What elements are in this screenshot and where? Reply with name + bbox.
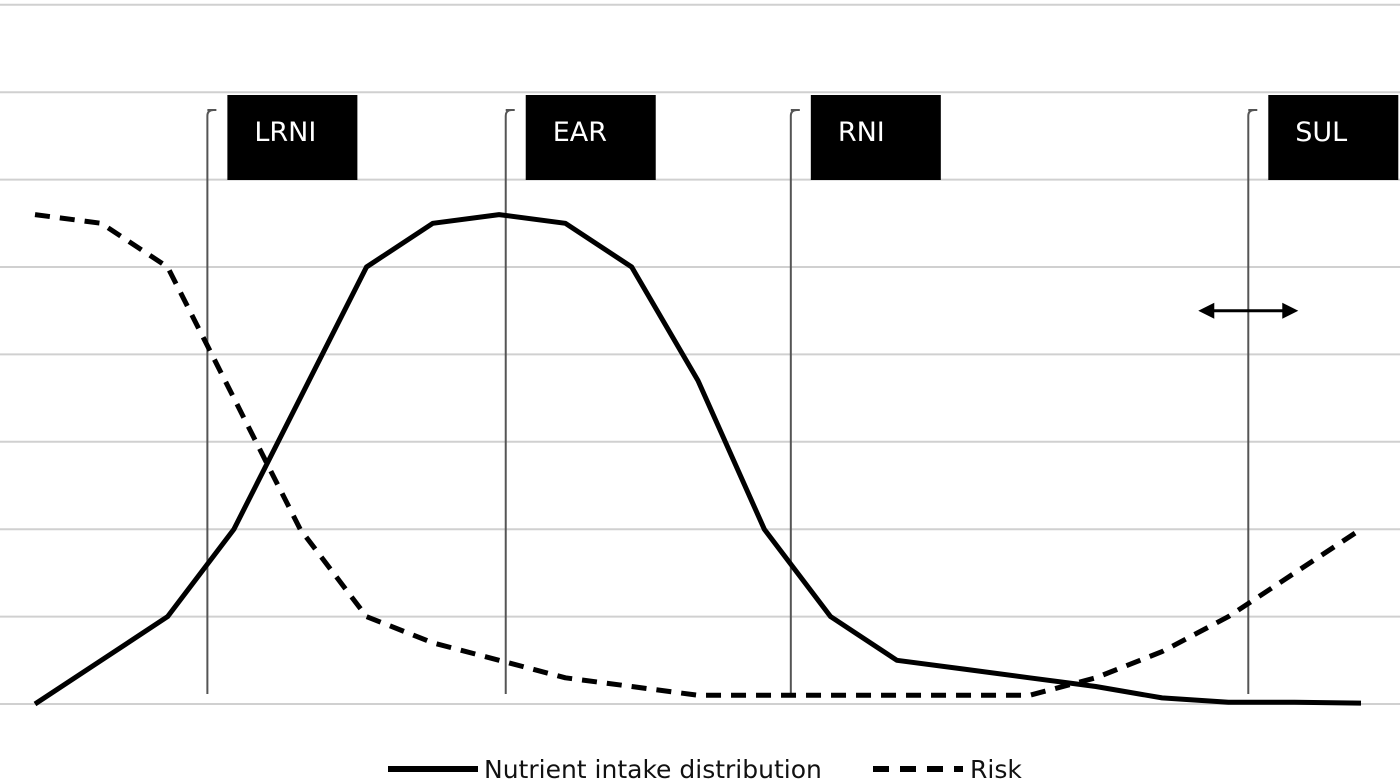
legend: Nutrient intake distribution Risk [388, 755, 1022, 781]
marker-label: SUL [1295, 117, 1347, 148]
marker-label-box [1268, 95, 1399, 180]
annotations [1198, 302, 1299, 319]
marker-corner [789, 109, 797, 117]
marker-label: EAR [553, 117, 607, 148]
arrow-head-left [1198, 302, 1215, 319]
marker-corner [206, 109, 214, 117]
intake-distribution-line [33, 212, 1362, 707]
double-arrow [1198, 302, 1299, 319]
marker-sul: SUL [1247, 95, 1399, 694]
marker-ear: EAR [504, 95, 656, 694]
marker-label: LRNI [254, 117, 316, 148]
marker-corner [1247, 109, 1255, 117]
reference-markers: LRNI EAR RNI SUL [206, 95, 1399, 694]
marker-corner [504, 109, 512, 117]
risk-line [34, 212, 1363, 698]
marker-label-box [810, 95, 941, 180]
series-lines [33, 212, 1363, 707]
marker-lrni: LRNI [206, 95, 358, 694]
marker-label: RNI [838, 117, 885, 148]
marker-rni: RNI [789, 95, 941, 694]
legend-label-intake: Nutrient intake distribution [484, 755, 822, 781]
arrow-head-right [1282, 302, 1299, 319]
marker-label-box [227, 95, 358, 180]
marker-label-box [525, 95, 656, 180]
legend-label-risk: Risk [970, 755, 1022, 781]
